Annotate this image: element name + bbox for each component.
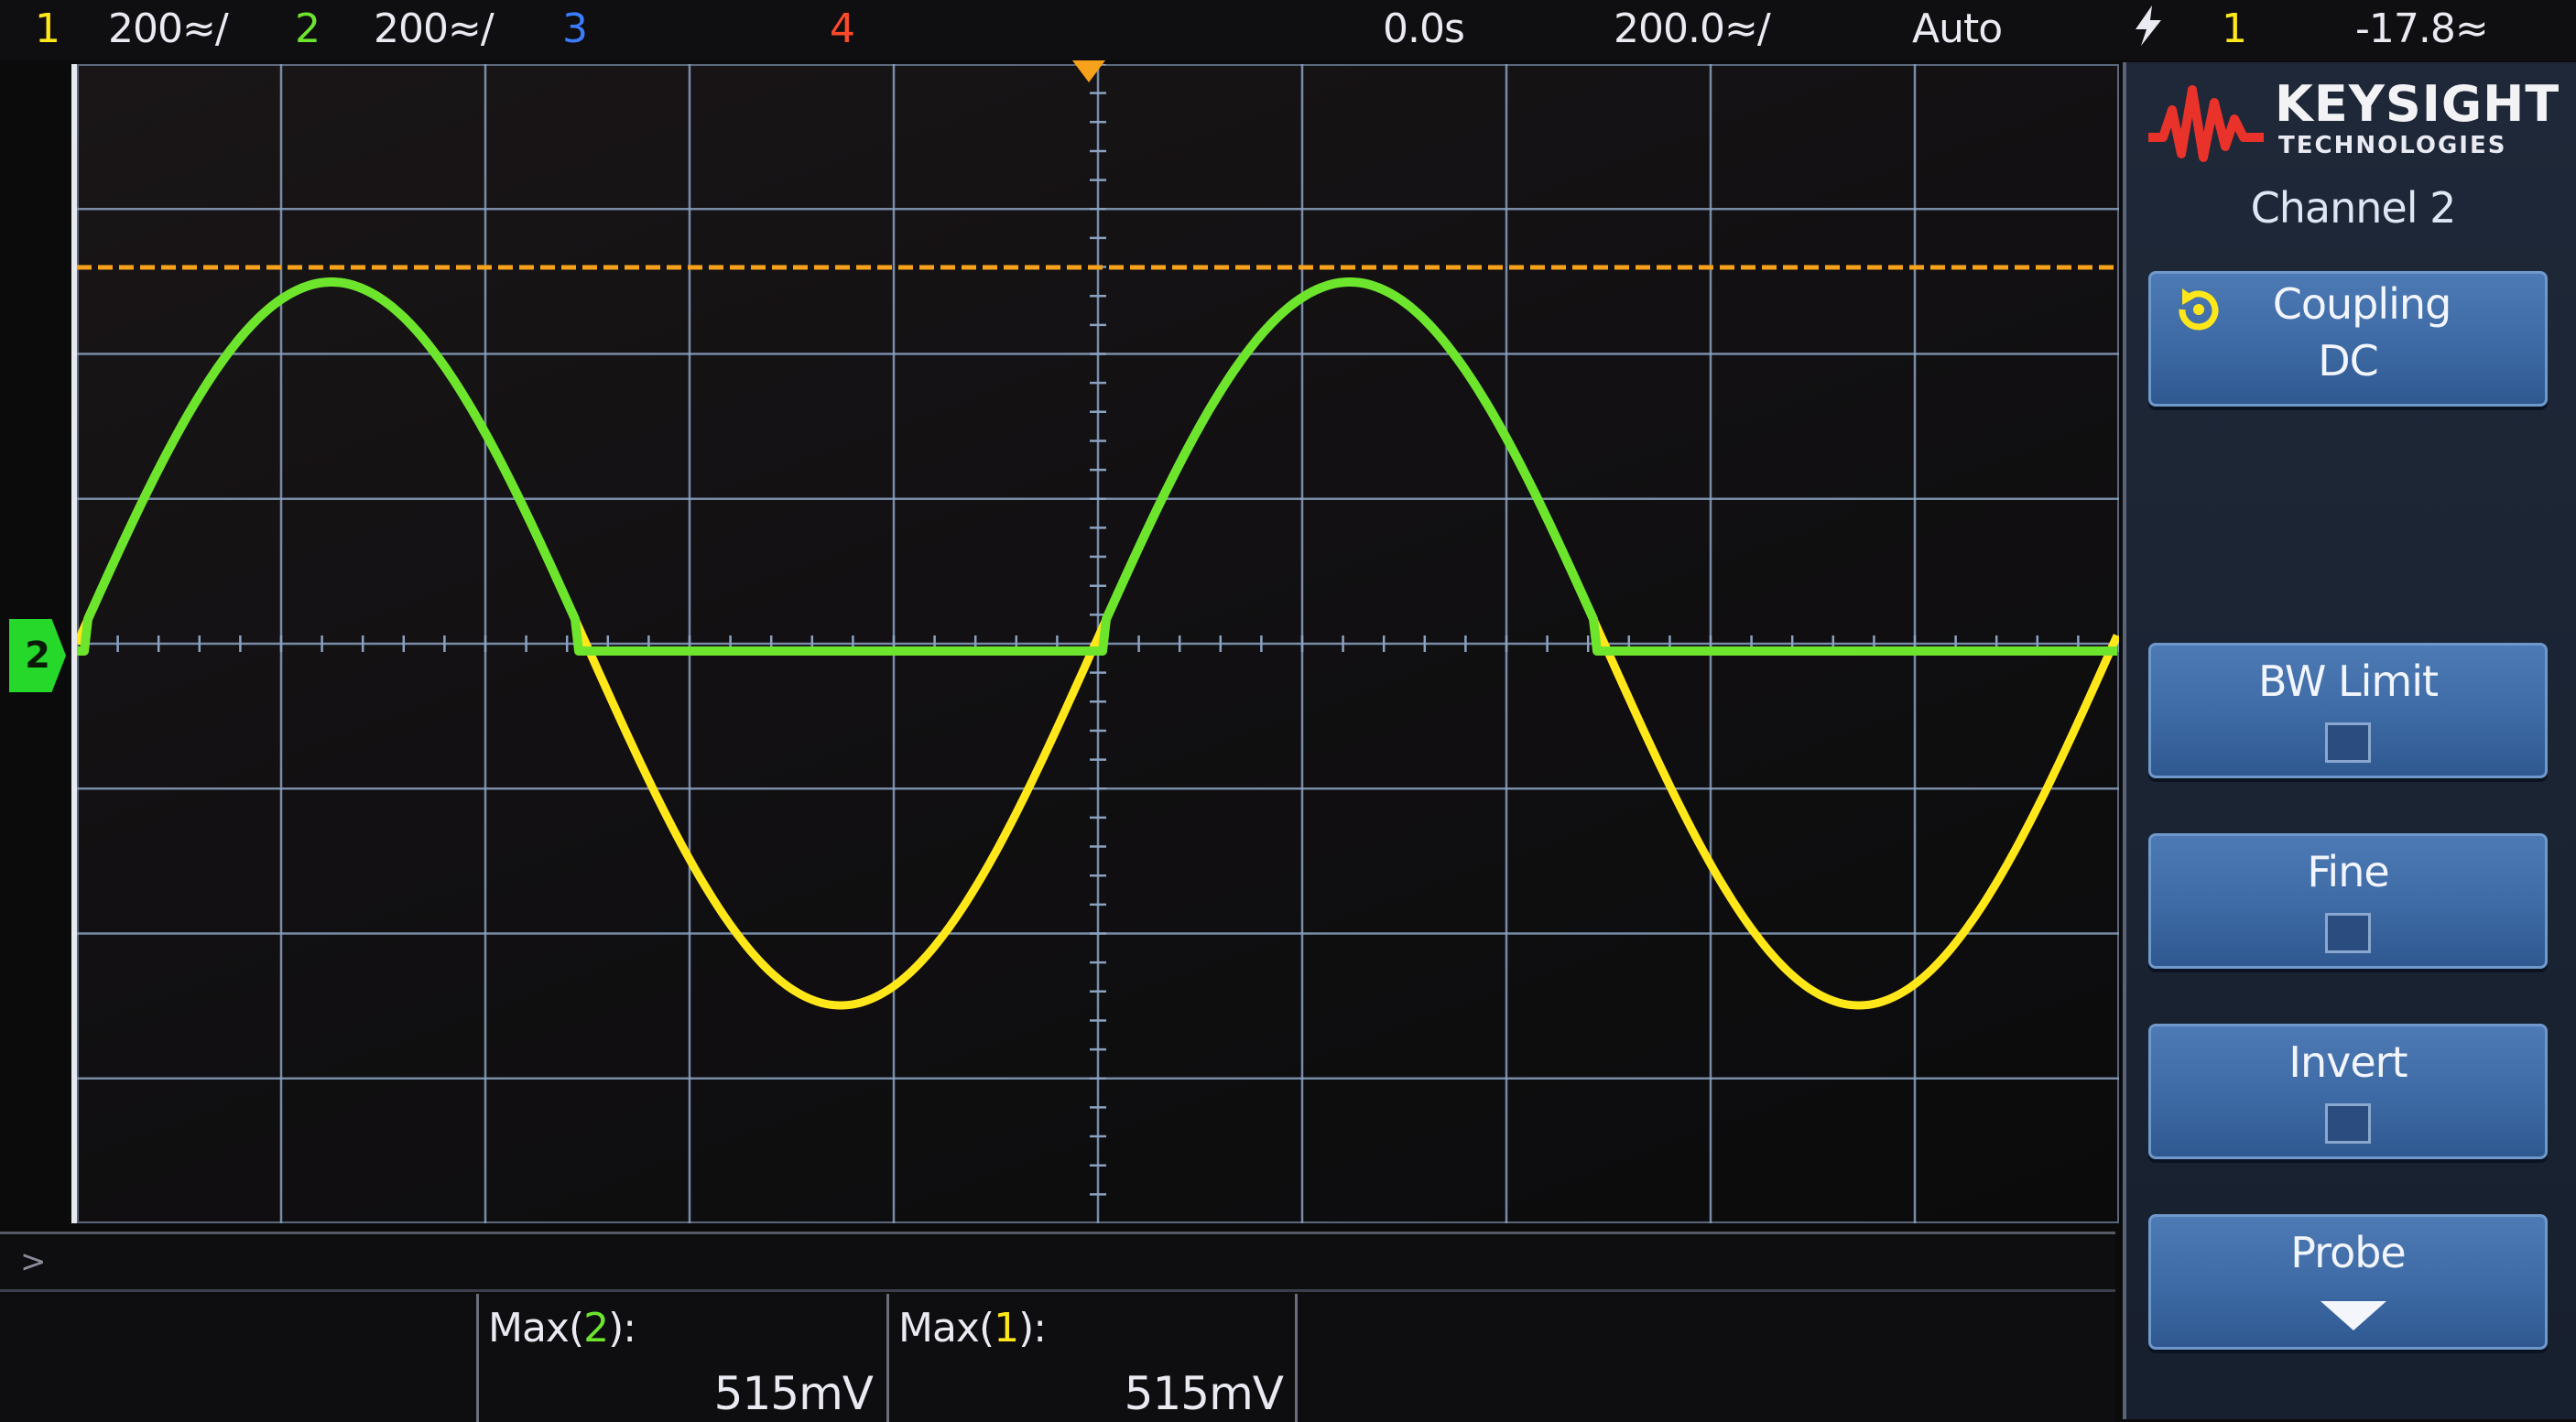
trigger-level: -17.8≈: [2355, 5, 2489, 52]
channel-ground-marker[interactable]: 2: [9, 619, 66, 692]
bw-limit-checkbox[interactable]: [2325, 722, 2371, 763]
chevron-right-icon: >: [20, 1243, 47, 1280]
lightning-icon: [2132, 4, 2165, 60]
fine-checkbox[interactable]: [2325, 913, 2371, 953]
fine-label: Fine: [2307, 847, 2389, 896]
brand-logo: KEYSIGHT: [2275, 75, 2560, 133]
measurement-divider: [1295, 1294, 1298, 1422]
ch4-indicator[interactable]: 4: [830, 5, 855, 52]
bw-limit-button[interactable]: BW Limit: [2148, 643, 2548, 778]
measurement-value: 515mV: [1124, 1367, 1284, 1420]
ch2-indicator[interactable]: 2: [295, 5, 321, 52]
probe-label: Probe: [2290, 1228, 2406, 1277]
coupling-button[interactable]: Coupling DC: [2148, 271, 2548, 407]
trigger-mode: Auto: [1912, 5, 2003, 52]
waveform-display[interactable]: [71, 64, 2119, 1223]
measurement-value: 515mV: [713, 1367, 874, 1420]
status-bar: 1 200≈/ 2 200≈/ 3 4 0.0s 200.0≈/ Auto 1 …: [0, 0, 2576, 60]
measurement-max-ch2: Max(2): 515mV: [476, 1294, 891, 1422]
invert-button[interactable]: Invert: [2148, 1024, 2548, 1159]
measurement-source: 1: [994, 1305, 1019, 1351]
invert-label: Invert: [2288, 1037, 2408, 1087]
bw-limit-label: BW Limit: [2257, 657, 2439, 706]
measurement-header: >: [0, 1234, 2115, 1292]
ch1-indicator[interactable]: 1: [35, 5, 60, 52]
coupling-value: DC: [2318, 336, 2379, 385]
time-scale: 200.0≈/: [1614, 5, 1771, 52]
graticule: [77, 64, 2119, 1223]
ch3-indicator[interactable]: 3: [562, 5, 588, 52]
measurement-source: 2: [583, 1305, 609, 1351]
coupling-label: Coupling: [2272, 279, 2452, 329]
ch2-scale: 200≈/: [374, 5, 495, 52]
rotate-knob-icon: [2179, 288, 2219, 331]
trigger-position-marker: [1072, 60, 1105, 82]
brand-subtitle: TECHNOLOGIES: [2278, 132, 2507, 159]
menu-title: Channel 2: [2250, 183, 2457, 233]
invert-checkbox[interactable]: [2325, 1103, 2371, 1144]
keysight-wave-icon: [2148, 85, 2264, 162]
measurement-bar: > Max(2): 515mV Max(1): 515mV: [0, 1232, 2115, 1422]
measurement-label: Max(2):: [488, 1305, 636, 1351]
time-delay: 0.0s: [1383, 5, 1465, 52]
trigger-source: 1: [2222, 5, 2247, 52]
ch1-scale: 200≈/: [108, 5, 229, 52]
softkey-panel: KEYSIGHT TECHNOLOGIES Channel 2 Coupling…: [2123, 62, 2576, 1419]
measurement-label: Max(1):: [898, 1305, 1047, 1351]
probe-button[interactable]: Probe: [2148, 1214, 2548, 1350]
arrow-down-icon: [2321, 1301, 2386, 1330]
measurement-max-ch1: Max(1): 515mV: [886, 1294, 1301, 1422]
ch2-trace: [77, 277, 2118, 656]
fine-button[interactable]: Fine: [2148, 833, 2548, 969]
